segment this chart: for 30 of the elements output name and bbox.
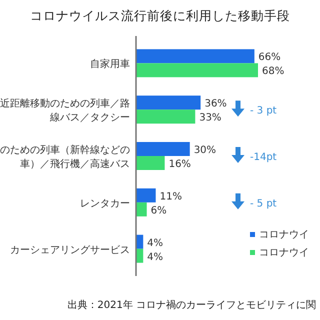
annotation: - 5 pt (250, 198, 277, 210)
annotation: - 3 pt (250, 106, 277, 117)
legend-label: コロナウイ (259, 230, 309, 240)
data-label: 30% (194, 145, 216, 156)
bar (136, 96, 201, 110)
data-label: 33% (199, 112, 222, 124)
data-label: 66% (258, 52, 281, 64)
y-tick-label: カーシェアリングサービス (10, 244, 130, 256)
bar (136, 49, 254, 64)
data-label: 4% (147, 238, 164, 249)
data-label: 4% (147, 252, 164, 263)
data-label: 36% (204, 98, 227, 110)
source-note: 出典：2021年 コロナ禍のカーライフとモビリティに関 (67, 299, 316, 311)
annotation: -14pt (250, 152, 277, 163)
bar (136, 110, 196, 124)
data-label: 68% (262, 66, 284, 78)
legend-label: コロナウイ (259, 248, 309, 258)
bar (136, 63, 258, 78)
data-label: 6% (150, 205, 167, 216)
y-tick-label: のための列車（新幹線などの車）／飛行機／高速バス (0, 144, 130, 170)
bar (136, 156, 165, 170)
data-label: 11% (160, 191, 182, 202)
bar (136, 188, 156, 202)
data-label: 16% (168, 159, 191, 170)
y-tick-label: 自家用車 (90, 58, 130, 70)
bar (136, 202, 147, 216)
bar (136, 142, 190, 156)
y-tick-label: レンタカー (80, 198, 130, 210)
y-tick-label: 近距離移動のための列車／路線バス／タクシー (0, 98, 130, 124)
chart-title: コロナウイルス流行前後に利用した移動手段 (30, 8, 290, 23)
